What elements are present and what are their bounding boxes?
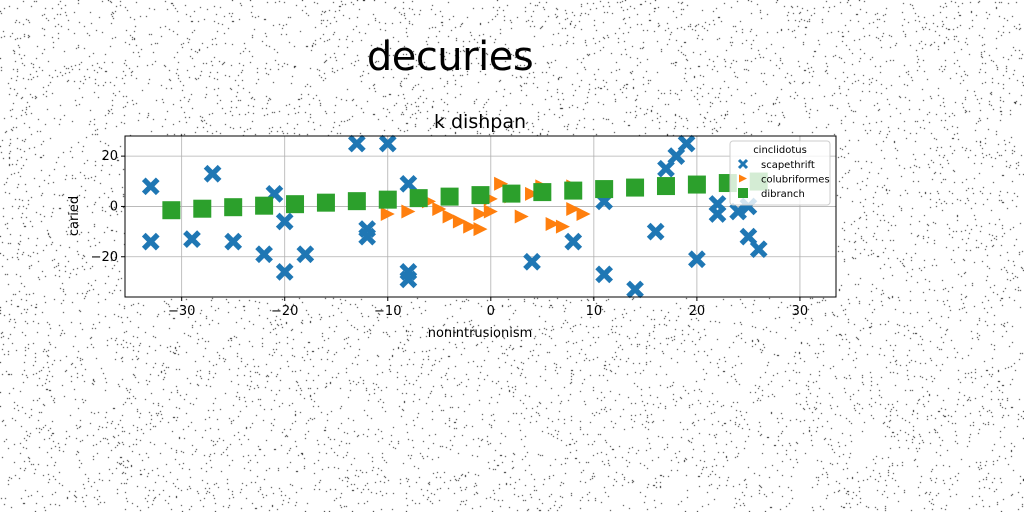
scapethrift-point xyxy=(688,250,706,269)
x-tick-label: −20 xyxy=(271,304,298,319)
x-tick-label: 30 xyxy=(792,304,809,319)
x-tick-label: −10 xyxy=(374,304,401,319)
colubriformes-point xyxy=(442,209,457,224)
scapethrift-point xyxy=(595,265,614,284)
scapethrift-point xyxy=(749,240,768,259)
y-tick-label: −20 xyxy=(91,250,118,265)
scapethrift-point xyxy=(296,245,315,264)
colubriformes-point xyxy=(494,176,509,191)
dibranch-point xyxy=(687,175,706,194)
colubriformes-point xyxy=(401,204,416,219)
x-tick-label: −30 xyxy=(168,304,195,319)
legend: cinclidotus scapethrift colubriformes dibr… xyxy=(729,140,831,206)
chart-title: k dishpan xyxy=(434,111,526,133)
scapethrift-point xyxy=(677,134,696,153)
scapethrift-point xyxy=(141,232,160,251)
scapethrift-point xyxy=(141,177,160,196)
grid xyxy=(125,136,836,297)
scapethrift-point xyxy=(183,230,201,248)
scapethrift-point xyxy=(347,134,366,153)
ticks: −30 −20 −10 0 10 20 30 −20 0 20 xyxy=(91,149,809,319)
scapethrift-point xyxy=(399,270,418,289)
scapethrift-point xyxy=(729,202,747,221)
scapethrift-point xyxy=(708,205,727,223)
x-tick-label: 20 xyxy=(689,304,706,319)
series-scapethrift xyxy=(141,134,768,299)
figure-title: decuries xyxy=(366,34,534,80)
colubriformes-point xyxy=(452,214,467,229)
colubriformes-point xyxy=(463,219,478,234)
x-axis-label: nonintrusionism xyxy=(428,326,533,341)
colubriformes-point xyxy=(473,206,488,221)
legend-box xyxy=(729,140,831,206)
dibranch-point xyxy=(224,198,243,217)
colubriformes-point xyxy=(432,201,447,216)
scapethrift-point xyxy=(275,262,294,281)
dibranch-point xyxy=(533,183,552,202)
dibranch-point xyxy=(595,180,614,199)
dibranch-point xyxy=(564,181,583,200)
y-tick-label: 20 xyxy=(101,149,118,164)
scapethrift-point xyxy=(203,164,222,183)
dibranch-point xyxy=(255,196,274,215)
scapethrift-point xyxy=(255,245,273,264)
y-axis-label: caried xyxy=(67,196,82,236)
legend-marker-dibranch xyxy=(738,188,748,198)
colubriformes-point xyxy=(514,209,529,224)
scapethrift-point xyxy=(378,134,397,153)
scapethrift-point xyxy=(358,227,377,246)
scapethrift-point xyxy=(224,232,243,251)
y-tick-label: 0 xyxy=(110,199,118,214)
scapethrift-point xyxy=(564,232,583,251)
dibranch-point xyxy=(378,190,397,209)
colubriformes-point xyxy=(555,219,570,234)
dibranch-point xyxy=(502,184,521,203)
colubriformes-point xyxy=(380,206,395,221)
colubriformes-point xyxy=(545,217,560,232)
scapethrift-point xyxy=(275,212,294,231)
scapethrift-point xyxy=(646,222,665,241)
legend-marker-colubriformes xyxy=(739,174,747,183)
legend-marker-scapethrift xyxy=(737,158,749,170)
dibranch-point xyxy=(656,177,675,196)
dibranch-point xyxy=(316,193,335,212)
scapethrift-point xyxy=(523,252,541,271)
legend-label-colubriformes: colubriformes xyxy=(761,175,830,186)
legend-label-dibranch: dibranch xyxy=(761,189,805,200)
colubriformes-point xyxy=(566,201,581,216)
dibranch-point xyxy=(162,201,181,220)
dibranch-point xyxy=(193,199,212,218)
dibranch-point xyxy=(347,192,366,211)
dibranch-point xyxy=(626,178,645,197)
dibranch-point xyxy=(286,195,305,214)
dibranch-point xyxy=(409,189,428,208)
x-tick-label: 0 xyxy=(487,304,495,319)
x-tick-label: 10 xyxy=(586,304,603,319)
colubriformes-point xyxy=(483,204,498,219)
scapethrift-point xyxy=(399,174,418,193)
legend-label-scapethrift: scapethrift xyxy=(761,160,815,171)
colubriformes-point xyxy=(525,186,540,201)
legend-title: cinclidotus xyxy=(753,145,807,156)
colubriformes-point xyxy=(576,206,591,221)
scapethrift-point xyxy=(626,280,644,299)
colubriformes-point xyxy=(473,222,488,237)
legend-entries: scapethrift colubriformes dibranch xyxy=(737,158,830,200)
plot-frame xyxy=(124,135,837,298)
dibranch-point xyxy=(471,186,490,205)
dibranch-point xyxy=(440,187,459,206)
